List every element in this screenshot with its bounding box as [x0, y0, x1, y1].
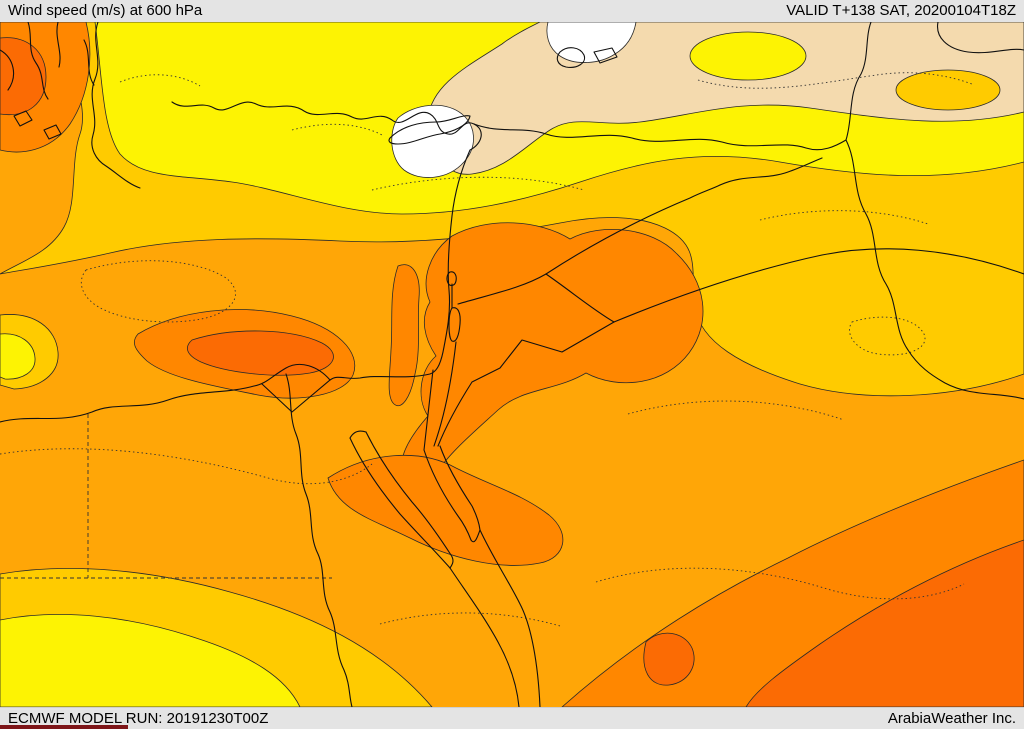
border-egypt-israel [423, 369, 434, 451]
border-turkey-syria [473, 123, 847, 151]
border-jordan-rift [433, 341, 457, 447]
contour-region-gold-spot [895, 69, 1001, 111]
contour-region-yellow-west-edge [0, 333, 36, 380]
coastline-gulf-of-suez-east [365, 431, 454, 569]
border-syria-iraq [545, 184, 721, 275]
coastline-red-sea-west [449, 567, 520, 707]
dotted-contours [0, 72, 973, 627]
border-turkey-iran [845, 22, 872, 141]
coastline-aegean [56, 22, 61, 68]
dotted-contour [371, 176, 585, 191]
coastline-caucasus [937, 22, 1024, 54]
coastline-gulf-of-suez-head [349, 430, 367, 439]
island-outline [43, 124, 62, 140]
contour-region-redorange-corner-core [0, 37, 47, 116]
lake-outline [593, 47, 618, 64]
valid-time-label: VALID T+138 SAT, 20200104T18Z [786, 2, 1016, 19]
island-outline [13, 110, 33, 127]
dotted-contour [119, 74, 201, 87]
contour-region-redorange-spot [643, 632, 695, 686]
dotted-contour [595, 567, 965, 600]
dotted-contour [0, 448, 373, 485]
river-nile [285, 373, 353, 707]
coastline-aegean [0, 49, 15, 91]
contour-region-darkorange-rift-strip [388, 264, 420, 407]
coastline-gulf-of-aqaba-east [439, 445, 481, 543]
contour-region-yellow-southwest [0, 614, 301, 707]
border-syria-jordan [457, 273, 547, 305]
coastline-nile-delta [261, 379, 331, 413]
contour-region-yellow-pocket [689, 31, 807, 81]
wind-map-canvas [0, 22, 1024, 707]
video-progress-bar[interactable] [0, 725, 128, 729]
coastline-gulf-of-aqaba-west [423, 449, 472, 541]
contour-region-darkorange-levant [400, 222, 704, 487]
coastline-red-sea-east [479, 529, 541, 707]
header-bar: Wind speed (m/s) at 600 hPa VALID T+138 … [0, 0, 1024, 22]
dotted-contour [80, 260, 236, 323]
coastline-aegean [27, 22, 49, 100]
coastline-mediterranean [0, 101, 482, 423]
border-iraq-turkey [719, 157, 823, 186]
weather-map-container [0, 22, 1024, 707]
contour-region-darkorange-redsea [327, 454, 564, 566]
dotted-contour [627, 400, 845, 421]
dotted-contour [379, 612, 561, 627]
map-title: Wind speed (m/s) at 600 hPa [8, 2, 203, 19]
model-run-label: ECMWF MODEL RUN: 20191230T00Z [8, 709, 269, 727]
lake-outline [556, 47, 586, 68]
coastline-aegean [83, 39, 95, 86]
dotted-contour [291, 123, 385, 137]
coastlines-and-borders [0, 22, 1024, 707]
contour-region-white-minimum-anatolia [546, 22, 637, 63]
attribution-label: ArabiaWeather Inc. [887, 709, 1016, 727]
coastline-gulf-of-suez-west [349, 437, 451, 569]
coastline-cyprus [388, 115, 471, 145]
border-iran-iraq [845, 139, 1024, 400]
contour-region-white-minimum-cyprus [391, 104, 474, 178]
dead-sea-outline [448, 307, 461, 342]
border-jordan-iraq [545, 273, 615, 323]
coastline-west-anatolia [91, 22, 141, 189]
footer-bar: ECMWF MODEL RUN: 20191230T00Z ArabiaWeat… [0, 707, 1024, 729]
dotted-contour [759, 210, 929, 225]
border-saudi-iraq [613, 248, 1024, 323]
border-jordan-saudi [437, 321, 615, 447]
contour-region-redorange-southeast-core [745, 539, 1024, 707]
